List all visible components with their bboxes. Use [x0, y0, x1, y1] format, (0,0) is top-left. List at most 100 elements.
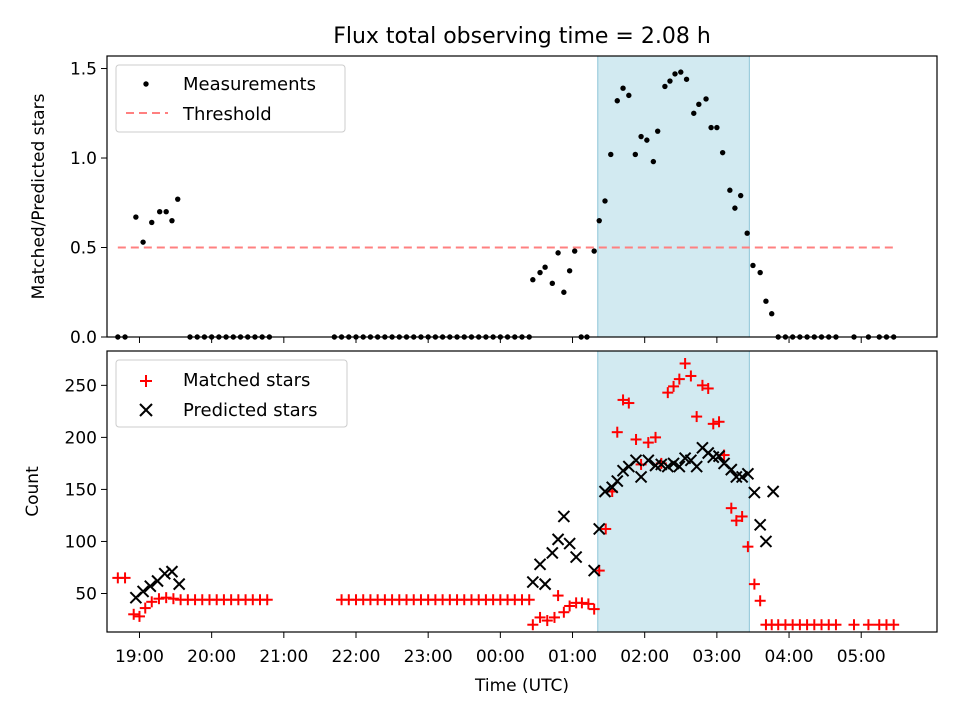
- matched-star-point: [139, 602, 151, 614]
- legend-label-matched: Matched stars: [183, 370, 310, 391]
- y-tick-label: 1.0: [70, 149, 97, 169]
- matched-star-point: [748, 578, 760, 590]
- matched-star-point: [611, 426, 623, 438]
- measurement-point: [530, 277, 536, 283]
- matched-star-point: [576, 597, 588, 609]
- x-tick-label: 23:00: [404, 647, 453, 667]
- matched-star-point: [588, 603, 600, 615]
- legend-x-marker: [139, 403, 153, 417]
- predicted-star-point: [165, 565, 179, 578]
- measurement-point: [626, 92, 632, 99]
- x-tick-label: 00:00: [476, 647, 525, 667]
- matched-star-point: [725, 502, 737, 514]
- matched-star-point: [673, 373, 685, 385]
- matched-star-point: [133, 610, 145, 622]
- matched-star-point: [668, 380, 680, 392]
- y-axis-label-count: Count: [23, 466, 43, 517]
- y-tick-label: 1.5: [70, 60, 97, 80]
- flux-ratio-panel: 0.0 0.5 1.0 1.5 Matched/Predicted stars Mea…: [29, 55, 938, 348]
- matched-star-point: [153, 593, 165, 605]
- matched-star-point: [742, 541, 754, 553]
- x-tick-label: 22:00: [332, 647, 381, 667]
- measurement-point: [672, 71, 678, 77]
- predicted-star-point: [533, 558, 547, 571]
- measurement-point: [632, 151, 639, 158]
- measurement-point: [169, 217, 175, 224]
- measurement-point: [727, 187, 733, 193]
- measurement-point: [620, 85, 626, 91]
- measurement-point: [714, 124, 720, 131]
- predicted-star-point: [661, 460, 674, 473]
- predicted-star-point: [551, 533, 565, 546]
- x-tick-label: 19:00: [115, 647, 164, 667]
- x-tick-label: 21:00: [259, 647, 308, 667]
- measurement-point: [561, 289, 567, 295]
- matched-star-point: [707, 418, 719, 430]
- measurement-point: [763, 298, 769, 304]
- predicted-star-point: [730, 470, 743, 484]
- x-tick-label: 05:00: [837, 647, 886, 667]
- predicted-star-point: [766, 485, 780, 498]
- predicted-star-point: [748, 486, 761, 499]
- measurement-point: [744, 230, 750, 236]
- measurement-point: [163, 209, 169, 215]
- predicted-star-points: [129, 441, 780, 604]
- matched-star-point: [261, 594, 273, 606]
- legend-bottom: Matched stars Predicted stars: [115, 359, 348, 428]
- plot-frame-bottom: [106, 350, 938, 633]
- matched-star-point: [650, 431, 662, 443]
- predicted-star-point: [593, 522, 606, 536]
- measurement-point: [644, 137, 650, 143]
- star-count-panel: 50 100 150 200 250 19:00 20:00 21:00 22:00 23:00…: [23, 350, 938, 696]
- x-axis-ticks-bottom: 19:00 20:00 21:00 22:00 23:00 00:00 01:00 02:00…: [115, 632, 886, 667]
- y-tick-label: 100: [65, 532, 97, 552]
- measurement-point: [696, 101, 702, 108]
- matched-star-point: [730, 515, 742, 527]
- matched-star-point: [119, 572, 131, 584]
- x-tick-label: 02:00: [620, 647, 669, 667]
- legend-label-threshold: Threshold: [182, 104, 272, 125]
- measurement-point: [691, 110, 697, 116]
- predicted-star-point: [690, 460, 703, 473]
- measurement-point: [555, 250, 561, 256]
- matched-star-point: [888, 619, 900, 631]
- matched-star-point: [558, 606, 570, 618]
- measurement-point: [571, 248, 578, 254]
- matched-star-point: [754, 595, 766, 607]
- matched-star-point: [146, 596, 158, 608]
- measurement-point: [156, 209, 163, 215]
- predicted-star-point: [136, 585, 150, 598]
- measurement-point: [638, 133, 644, 140]
- y-tick-label: 200: [65, 428, 97, 448]
- predicted-star-point: [629, 454, 643, 467]
- measurement-point: [591, 248, 597, 254]
- plot-frame-top: [106, 55, 938, 338]
- observing-span-top: [597, 55, 750, 338]
- measurement-point: [542, 264, 548, 270]
- predicted-star-point: [673, 460, 686, 473]
- predicted-star-point: [587, 564, 601, 577]
- predicted-star-point: [753, 518, 767, 532]
- matched-star-point: [830, 619, 842, 631]
- matched-star-point: [696, 379, 708, 391]
- measurement-point: [549, 280, 556, 287]
- chart-title: Flux total observing time = 2.08 h: [333, 24, 711, 49]
- legend-plus-marker: [140, 375, 152, 387]
- predicted-star-point: [538, 577, 552, 591]
- predicted-star-point: [712, 449, 726, 463]
- matched-star-point: [848, 619, 860, 631]
- predicted-star-point: [144, 580, 157, 593]
- measurement-point: [654, 128, 661, 134]
- predicted-star-point: [563, 537, 576, 550]
- y-axis-ticks-bottom: 50 100 150 200 250: [65, 376, 107, 604]
- measurement-point: [149, 219, 155, 226]
- measurement-point: [683, 76, 690, 82]
- measurement-point: [602, 198, 608, 204]
- predicted-star-point: [735, 470, 749, 484]
- observing-span-bottom: [597, 350, 750, 633]
- predicted-star-point: [611, 474, 624, 488]
- predicted-star-point: [158, 567, 171, 580]
- measurement-point: [750, 262, 756, 269]
- matched-star-point: [600, 523, 612, 535]
- matched-star-point: [548, 611, 560, 623]
